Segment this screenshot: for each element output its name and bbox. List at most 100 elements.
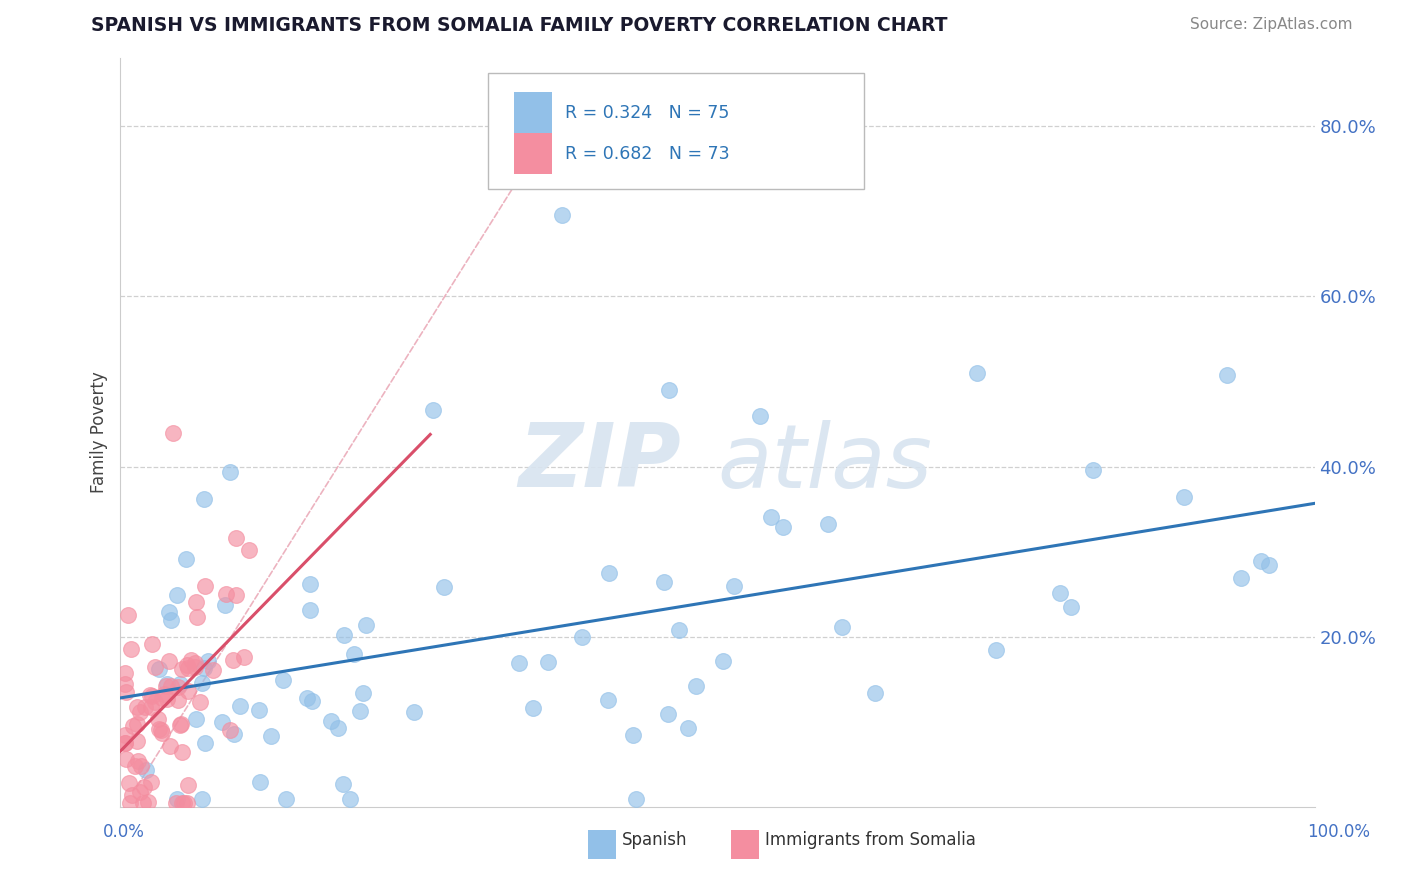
Point bbox=[166, 791, 188, 805]
Point bbox=[596, 693, 619, 707]
Point bbox=[114, 736, 136, 750]
Point bbox=[153, 687, 176, 701]
Point bbox=[222, 653, 245, 667]
Point bbox=[522, 700, 544, 714]
Point bbox=[124, 759, 146, 773]
Point bbox=[711, 654, 734, 668]
Point bbox=[332, 777, 354, 791]
Point bbox=[219, 723, 242, 737]
Point bbox=[1215, 368, 1237, 382]
Point bbox=[150, 690, 173, 705]
Point bbox=[772, 520, 794, 534]
Point bbox=[984, 643, 1007, 657]
Point bbox=[678, 721, 700, 735]
Point bbox=[150, 726, 173, 740]
Point bbox=[966, 366, 988, 380]
Point bbox=[146, 712, 169, 726]
Point bbox=[551, 209, 574, 223]
Point bbox=[219, 465, 242, 479]
Point bbox=[132, 780, 155, 795]
Point bbox=[333, 628, 356, 642]
Point bbox=[156, 692, 179, 706]
Point bbox=[193, 661, 215, 675]
Point bbox=[598, 566, 620, 581]
Point bbox=[749, 409, 772, 423]
Bar bbox=[515, 133, 553, 174]
Point bbox=[652, 574, 675, 589]
Point bbox=[186, 609, 208, 624]
Point bbox=[759, 509, 782, 524]
Point bbox=[169, 717, 191, 731]
Point bbox=[162, 425, 184, 440]
Point bbox=[723, 579, 745, 593]
Point bbox=[229, 699, 252, 714]
Point bbox=[167, 692, 190, 706]
Text: 0.0%: 0.0% bbox=[103, 822, 145, 840]
Point bbox=[1049, 586, 1071, 600]
Point bbox=[225, 532, 247, 546]
Point bbox=[1230, 570, 1253, 584]
Point bbox=[170, 662, 193, 676]
Point bbox=[160, 679, 183, 693]
Point bbox=[114, 665, 136, 680]
Point bbox=[180, 653, 202, 667]
Point bbox=[114, 676, 136, 690]
Point bbox=[176, 657, 198, 672]
Point bbox=[214, 598, 236, 612]
Point bbox=[139, 699, 162, 714]
Point bbox=[129, 705, 152, 719]
Point bbox=[138, 688, 160, 702]
Point bbox=[295, 691, 318, 706]
Point bbox=[114, 728, 136, 742]
Point bbox=[129, 758, 152, 772]
Point bbox=[173, 796, 195, 810]
Point bbox=[1258, 558, 1281, 572]
Point bbox=[354, 617, 377, 632]
Point bbox=[127, 754, 149, 768]
Point bbox=[115, 685, 138, 699]
Point bbox=[274, 791, 297, 805]
Point bbox=[668, 623, 690, 637]
Point bbox=[186, 595, 208, 609]
Point bbox=[127, 716, 149, 731]
Point bbox=[831, 620, 853, 634]
Point bbox=[169, 676, 191, 690]
Point bbox=[211, 714, 233, 729]
Point bbox=[571, 630, 593, 644]
Point bbox=[165, 796, 187, 810]
Text: ZIP: ZIP bbox=[519, 419, 682, 506]
Point bbox=[159, 739, 181, 753]
Point bbox=[624, 791, 647, 805]
Point bbox=[685, 679, 707, 693]
Point bbox=[127, 734, 149, 748]
Point bbox=[121, 788, 143, 802]
Point bbox=[141, 636, 163, 650]
Text: R = 0.324   N = 75: R = 0.324 N = 75 bbox=[565, 103, 730, 121]
Point bbox=[121, 719, 143, 733]
Point bbox=[537, 655, 560, 669]
Point bbox=[658, 383, 681, 397]
Point bbox=[183, 656, 205, 670]
Point bbox=[114, 752, 136, 766]
Point bbox=[194, 736, 217, 750]
Point bbox=[118, 776, 141, 790]
Point bbox=[177, 778, 200, 792]
Point bbox=[169, 718, 191, 732]
Point bbox=[166, 588, 188, 602]
Point bbox=[141, 689, 163, 703]
Point bbox=[657, 706, 679, 721]
Point bbox=[349, 704, 371, 718]
Point bbox=[232, 649, 254, 664]
Point bbox=[1060, 600, 1083, 615]
Point bbox=[1081, 463, 1104, 477]
Point bbox=[174, 552, 197, 566]
Point bbox=[117, 607, 139, 622]
Point bbox=[167, 680, 190, 694]
Point bbox=[1250, 553, 1272, 567]
Point bbox=[202, 664, 225, 678]
Point bbox=[148, 722, 170, 736]
Point bbox=[863, 686, 886, 700]
Point bbox=[134, 699, 156, 714]
Point bbox=[271, 673, 294, 687]
Point bbox=[141, 774, 163, 789]
